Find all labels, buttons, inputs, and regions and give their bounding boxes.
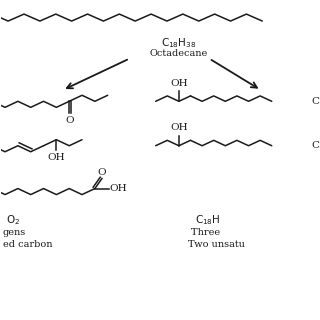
Text: $\mathrm{C_{18}H}$: $\mathrm{C_{18}H}$	[196, 213, 221, 227]
Text: Octadecane: Octadecane	[149, 49, 208, 58]
Text: O: O	[66, 116, 75, 125]
Text: ed carbon: ed carbon	[3, 240, 52, 249]
Text: C: C	[311, 141, 319, 150]
Text: OH: OH	[48, 153, 65, 162]
Text: C: C	[311, 97, 319, 106]
Text: OH: OH	[170, 124, 188, 132]
Text: gens: gens	[3, 228, 26, 237]
Text: $\mathrm{C_{18}H_{38}}$: $\mathrm{C_{18}H_{38}}$	[161, 36, 196, 50]
Text: OH: OH	[109, 184, 127, 193]
Text: $\mathrm{O_2}$: $\mathrm{O_2}$	[6, 213, 20, 227]
Text: Three: Three	[191, 228, 223, 237]
Text: Two unsatu: Two unsatu	[188, 240, 245, 249]
Text: OH: OH	[170, 79, 188, 88]
Text: O: O	[98, 168, 106, 177]
